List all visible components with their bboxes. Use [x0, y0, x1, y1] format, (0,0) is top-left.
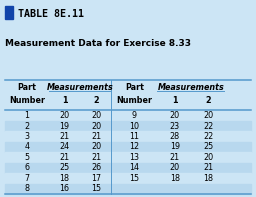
Text: 18: 18 — [203, 174, 213, 183]
Bar — [5, 6, 13, 19]
Bar — [5, 131, 251, 142]
Text: 25: 25 — [59, 163, 70, 172]
Text: 11: 11 — [129, 132, 140, 141]
Text: 15: 15 — [91, 184, 101, 193]
Text: 18: 18 — [170, 174, 180, 183]
Text: Measurements: Measurements — [157, 83, 224, 92]
Text: 2: 2 — [93, 96, 99, 105]
Text: 25: 25 — [203, 142, 213, 151]
Bar — [5, 173, 251, 184]
Text: Measurements: Measurements — [47, 83, 113, 92]
Text: 21: 21 — [170, 153, 180, 162]
Text: 10: 10 — [129, 122, 140, 131]
Text: 7: 7 — [24, 174, 29, 183]
Text: 26: 26 — [91, 163, 101, 172]
Text: 1: 1 — [62, 96, 67, 105]
Text: 19: 19 — [60, 122, 70, 131]
Text: 22: 22 — [203, 132, 213, 141]
Text: 22: 22 — [203, 122, 213, 131]
Text: 23: 23 — [170, 122, 180, 131]
Text: 21: 21 — [60, 153, 70, 162]
Bar — [5, 163, 251, 173]
Text: 14: 14 — [129, 163, 140, 172]
Text: 1: 1 — [172, 96, 177, 105]
Text: 21: 21 — [60, 132, 70, 141]
Bar — [5, 142, 251, 152]
Bar — [5, 121, 251, 131]
Text: 17: 17 — [91, 174, 101, 183]
Text: 21: 21 — [203, 163, 213, 172]
Text: 16: 16 — [60, 184, 70, 193]
Text: 20: 20 — [91, 142, 101, 151]
Text: 2: 2 — [205, 96, 211, 105]
Text: 6: 6 — [24, 163, 29, 172]
Text: 8: 8 — [24, 184, 29, 193]
Text: 1: 1 — [24, 111, 29, 120]
Bar — [5, 184, 251, 194]
Text: 20: 20 — [203, 111, 213, 120]
Text: 13: 13 — [129, 153, 140, 162]
Text: 20: 20 — [91, 122, 101, 131]
Text: 20: 20 — [91, 111, 101, 120]
Text: 20: 20 — [203, 153, 213, 162]
Text: 12: 12 — [129, 142, 140, 151]
Bar — [5, 152, 251, 163]
Text: 18: 18 — [60, 174, 70, 183]
Text: 20: 20 — [60, 111, 70, 120]
Text: 2: 2 — [24, 122, 29, 131]
Text: 24: 24 — [60, 142, 70, 151]
Text: Part: Part — [125, 83, 144, 92]
Bar — [5, 110, 251, 121]
Text: 21: 21 — [91, 153, 101, 162]
Text: 9: 9 — [132, 111, 137, 120]
Text: Measurement Data for Exercise 8.33: Measurement Data for Exercise 8.33 — [5, 39, 191, 48]
Text: 28: 28 — [170, 132, 180, 141]
Text: 4: 4 — [24, 142, 29, 151]
Text: Part: Part — [17, 83, 36, 92]
Text: 15: 15 — [129, 174, 140, 183]
Text: Number: Number — [116, 96, 152, 105]
Text: Number: Number — [9, 96, 45, 105]
Text: 19: 19 — [170, 142, 180, 151]
Text: 5: 5 — [24, 153, 29, 162]
Text: 20: 20 — [170, 163, 180, 172]
Text: 20: 20 — [170, 111, 180, 120]
Text: TABLE 8E.11: TABLE 8E.11 — [18, 9, 84, 19]
Bar — [5, 80, 251, 194]
Text: 3: 3 — [24, 132, 29, 141]
Text: 21: 21 — [91, 132, 101, 141]
